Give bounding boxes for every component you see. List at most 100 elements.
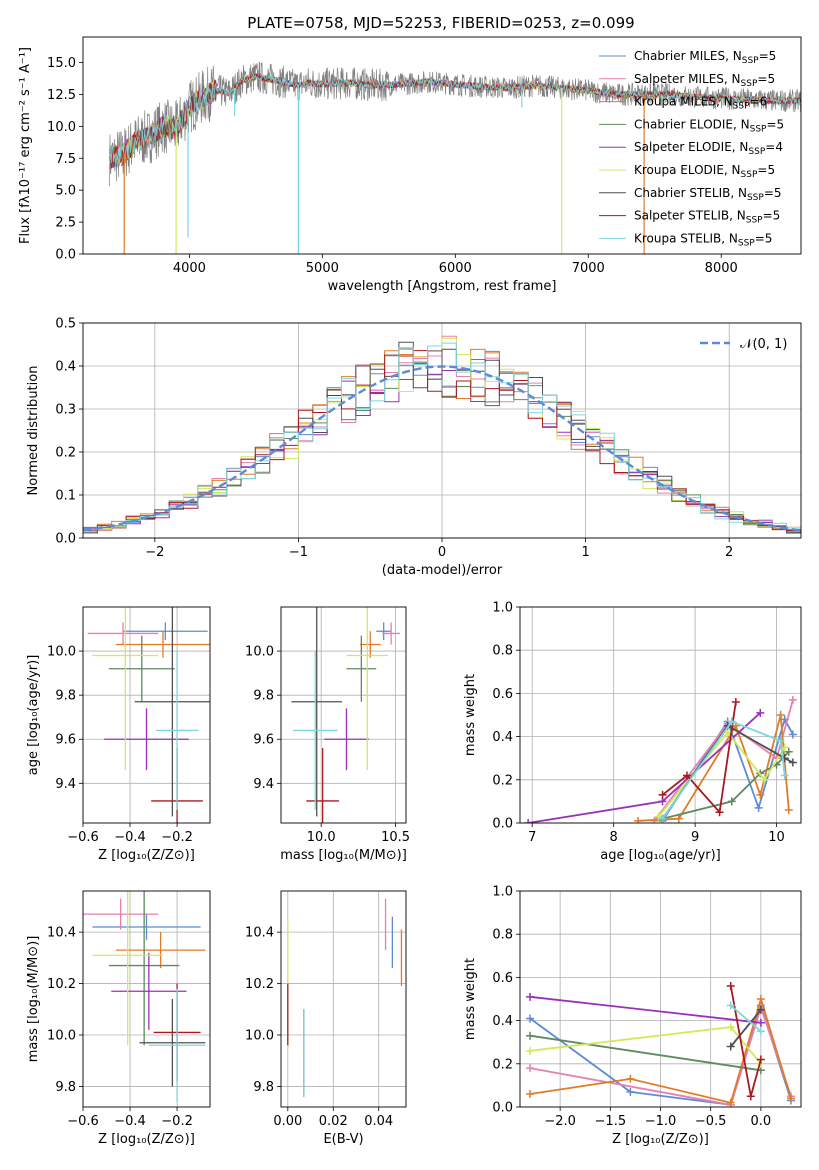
age_vs_mass-ytick-label: 9.4	[253, 777, 274, 792]
weight-line-kroupa_stelib	[730, 1004, 762, 1033]
weight-marker-chabrier_stelib	[788, 758, 797, 767]
weight-marker-salpeter_stelib	[726, 982, 735, 991]
spectrum-ytick-label: 15.0	[47, 56, 76, 71]
spectrum-ytick-label: 2.5	[55, 216, 76, 231]
legend-label-salpeter_miles: Salpeter MILES, NSSP=5	[634, 72, 775, 89]
mass_vs_ebv-ytick-label: 10.0	[245, 1029, 274, 1044]
weight-marker-kroupa_stelib	[776, 736, 785, 745]
legend-label-main: Salpeter STELIB, N	[634, 209, 746, 223]
spectrum-xtick-label: 5000	[306, 261, 339, 276]
mass_weight_vs_z-panel: −2.0 −1.5 −1.0 −0.5 0.0 0.0 0.2 0.4 0.6 0.8 1.0 Z […	[463, 885, 802, 1147]
spectrum-plot-area	[109, 61, 801, 254]
weight-marker-kroupa_miles	[526, 1090, 535, 1099]
legend-label-main: Salpeter MILES, N	[634, 72, 741, 86]
weight-marker-kroupa_miles	[784, 806, 793, 815]
weight-marker-chabrier_elodie	[784, 747, 793, 756]
age_vs_z-ytick-label: 9.6	[55, 733, 76, 748]
spectrum-xtick-label: 6000	[439, 261, 472, 276]
age_vs_mass-ytick-label: 10.0	[245, 645, 274, 660]
spectrum-ytick-label: 0.0	[55, 248, 76, 263]
legend-label-main: Salpeter ELODIE, N	[634, 140, 748, 154]
mass_weight_vs_z-xtick-label: −1.5	[595, 1114, 627, 1129]
residuals-xlabel: (data-model)/error	[382, 563, 503, 578]
legend-label-sub: SSP	[746, 216, 763, 226]
mass_weight_vs_age-axes: 7 8 9 10 0.0 0.2 0.4 0.6 0.8 1.0 age [log₁₀(age/yr…	[463, 601, 802, 863]
legend-label-suffix: =5	[757, 72, 775, 86]
age_vs_z-ytick-label: 9.4	[55, 777, 76, 792]
legend-label-salpeter_elodie: Salpeter ELODIE, NSSP=4	[634, 140, 783, 157]
residuals-ytick-label: 0.5	[55, 317, 76, 332]
mass_weight_vs_age-xtick-label: 7	[528, 830, 536, 845]
legend-label-chabrier_stelib: Chabrier STELIB, NSSP=5	[634, 186, 782, 203]
weight-marker-kroupa_miles	[634, 816, 643, 823]
legend-label-main: Kroupa STELIB, N	[634, 231, 738, 245]
spectrum-frame	[82, 36, 802, 255]
weight-marker-salpeter_stelib	[715, 808, 724, 817]
weight-line-kroupa_stelib	[661, 720, 786, 820]
weight-line-salpeter_miles	[653, 699, 794, 822]
residuals-frame	[82, 322, 802, 539]
legend-label-suffix: =6	[750, 95, 768, 109]
mass_vs_ebv-ytick-label: 10.4	[245, 926, 274, 941]
age_vs_z-xtick-label: −0.4	[114, 830, 146, 845]
weight-marker-salpeter_miles	[788, 695, 797, 704]
mass_vs_z-ylabel: mass [log₁₀(M/M⊙)]	[26, 936, 41, 1063]
legend-label-kroupa_miles: Kroupa MILES, NSSP=6	[634, 95, 767, 112]
legend-label-sub: SSP	[742, 56, 759, 66]
spectrum-ytick-label: 7.5	[55, 152, 76, 167]
weight-marker-salpeter_elodie	[526, 992, 535, 1001]
weight-marker-salpeter_elodie	[524, 819, 533, 823]
legend-label-sub: SSP	[748, 147, 765, 157]
spectrum-xlabel: wavelength [Angstrom, rest frame]	[328, 279, 557, 294]
mass_weight_vs_z-frame	[519, 890, 802, 1108]
mass_weight_vs_z-ytick-label: 1.0	[492, 885, 513, 900]
mass_weight_vs_age-ytick-label: 0.4	[492, 730, 513, 745]
mass_weight_vs_age-ytick-label: 1.0	[492, 601, 513, 616]
weight-marker-kroupa_elodie	[526, 1046, 535, 1055]
mass_vs_ebv-xtick-label: 0.04	[364, 1114, 393, 1129]
age_vs_z-frame	[82, 606, 211, 824]
residuals-panel: −2 −1 0 1 2 0.0 0.1 0.2 0.3 0.4 0.5 (data-model)/er…	[26, 317, 802, 578]
mass_weight_vs_z-xtick-label: 0.0	[751, 1114, 772, 1129]
weight-marker-kroupa_miles	[626, 1074, 635, 1083]
residuals-ytick-label: 0.3	[55, 403, 76, 418]
legend-label-sub: SSP	[733, 102, 750, 112]
mass_weight_vs_age-ylabel: mass weight	[463, 674, 478, 756]
legend-label-suffix: =5	[755, 231, 773, 245]
mass_vs_ebv-frame	[280, 890, 407, 1108]
weight-marker-chabrier_elodie	[727, 797, 736, 806]
mass_vs_z-ytick-label: 10.2	[47, 977, 76, 992]
mass_weight_vs_z-plot-area	[526, 982, 795, 1107]
legend-label-sub: SSP	[741, 79, 758, 89]
age_vs_mass-xtick-label: 10.5	[381, 830, 410, 845]
legend-label-suffix: =4	[765, 140, 783, 154]
weight-line-chabrier_stelib	[730, 1009, 762, 1048]
legend-label-sub: SSP	[747, 193, 764, 203]
legend-label-main: Kroupa ELODIE, N	[634, 163, 741, 177]
weight-marker-salpeter_stelib	[756, 1055, 765, 1064]
mass_weight_vs_age-xlabel: age [log₁₀(age/yr)]	[600, 848, 721, 863]
mass_weight_vs_z-xlabel: Z [log₁₀(Z/Z⊙)]	[612, 1132, 709, 1147]
mass_vs_ebv-xtick-label: 0.00	[273, 1114, 302, 1129]
weight-marker-chabrier_miles	[526, 1014, 535, 1023]
spectrum-xtick-label: 8000	[705, 261, 738, 276]
weight-marker-kroupa_miles	[786, 1094, 795, 1103]
age_vs_z-xtick-label: −0.6	[67, 830, 99, 845]
mass_weight_vs_z-ytick-label: 0.4	[492, 1014, 513, 1029]
weight-marker-kroupa_stelib	[726, 1001, 735, 1010]
legend-label-suffix: =5	[766, 117, 784, 131]
weight-marker-salpeter_stelib	[731, 698, 740, 707]
weight-marker-kroupa_stelib	[756, 1027, 765, 1036]
residuals-xtick-label: 0	[438, 545, 446, 560]
weight-marker-kroupa_miles	[756, 995, 765, 1003]
spectrum-ytick-label: 12.5	[47, 88, 76, 103]
age_vs_z-plot-area	[87, 607, 210, 823]
residuals-ylabel: Normed distribution	[26, 366, 41, 496]
legend-label-main: Chabrier ELODIE, N	[634, 117, 750, 131]
legend-label-main: Chabrier MILES, N	[634, 49, 742, 63]
residuals-axes: −2 −1 0 1 2 0.0 0.1 0.2 0.3 0.4 0.5 (data-model)/er…	[26, 317, 802, 578]
weight-line-kroupa_miles	[638, 714, 790, 822]
mass_weight_vs_age-ytick-label: 0.6	[492, 687, 513, 702]
mass_vs_z-panel: −0.6 −0.4 −0.2 9.8 10.0 10.2 10.4 Z [log₁₀(Z/Z⊙…	[26, 890, 211, 1147]
weight-marker-chabrier_miles	[754, 803, 763, 812]
